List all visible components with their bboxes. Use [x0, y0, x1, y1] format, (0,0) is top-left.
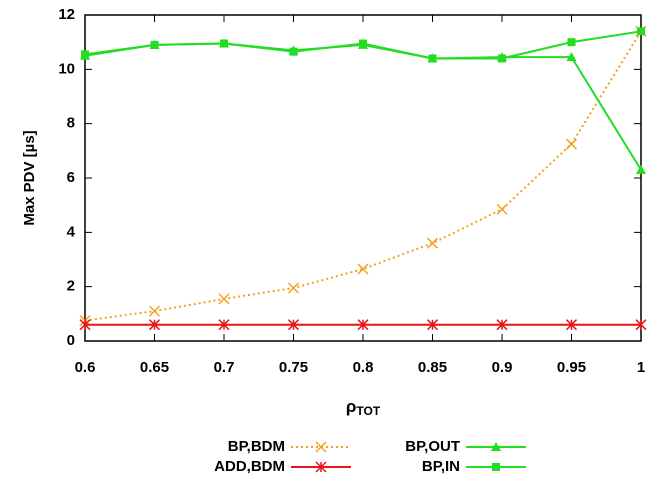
data-point: [218, 319, 230, 331]
data-point: [287, 282, 300, 294]
y-tick-label: 12: [58, 6, 75, 23]
legend-label: ADD,BDM: [214, 458, 285, 475]
data-point: [287, 319, 300, 331]
legend-marker: [315, 461, 327, 473]
y-tick-label: 8: [67, 115, 75, 132]
data-point: [636, 164, 646, 174]
data-point: [220, 39, 228, 48]
series-line: [84, 30, 642, 322]
y-tick-label: 6: [67, 169, 75, 186]
data-point: [79, 319, 91, 331]
y-tick-label: 0: [67, 332, 75, 349]
data-point: [635, 319, 647, 331]
legend-marker: [315, 441, 327, 453]
plot-frame: [84, 14, 642, 342]
legend-marker: [492, 463, 500, 471]
data-point: [567, 38, 576, 47]
y-tick-label: 2: [67, 278, 75, 295]
legend-label: BP,OUT: [405, 438, 460, 455]
data-point: [148, 319, 161, 331]
data-point: [218, 293, 230, 305]
x-tick-label: 0.9: [492, 359, 513, 376]
data-point: [565, 319, 578, 331]
x-tick-label: 0.6: [75, 359, 96, 376]
x-tick-label: 1: [637, 359, 645, 376]
legend-label: BP,BDM: [228, 438, 285, 455]
x-tick-label: 0.75: [279, 359, 308, 376]
data-point: [496, 203, 508, 215]
data-point: [565, 138, 578, 150]
x-tick-label: 0.65: [140, 359, 169, 376]
x-tick-label: 0.8: [353, 359, 374, 376]
data-point: [428, 54, 437, 63]
y-axis-label: Max PDV [µs]: [21, 130, 38, 225]
data-point: [357, 319, 369, 331]
data-point: [148, 305, 161, 317]
data-point: [637, 27, 645, 36]
legend-marker: [491, 442, 501, 451]
data-point: [81, 50, 89, 59]
y-tick-label: 4: [67, 223, 76, 240]
data-point: [566, 52, 577, 62]
y-tick-label: 10: [58, 60, 75, 77]
x-tick-label: 0.7: [214, 359, 235, 376]
data-point: [426, 319, 439, 331]
x-axis-label-sub: TOT: [356, 404, 380, 418]
data-point: [359, 39, 367, 48]
data-point: [426, 237, 439, 249]
x-axis-label: ρTOT: [346, 397, 381, 418]
series-line: [84, 42, 642, 171]
data-point: [496, 319, 508, 331]
x-tick-label: 0.85: [418, 359, 447, 376]
x-axis-label-base: ρ: [346, 397, 357, 416]
data-point: [357, 263, 369, 275]
data-point: [498, 54, 506, 63]
data-point: [150, 40, 159, 49]
legend-label: BP,IN: [422, 458, 460, 475]
data-point: [289, 47, 298, 56]
x-tick-label: 0.95: [557, 359, 586, 376]
